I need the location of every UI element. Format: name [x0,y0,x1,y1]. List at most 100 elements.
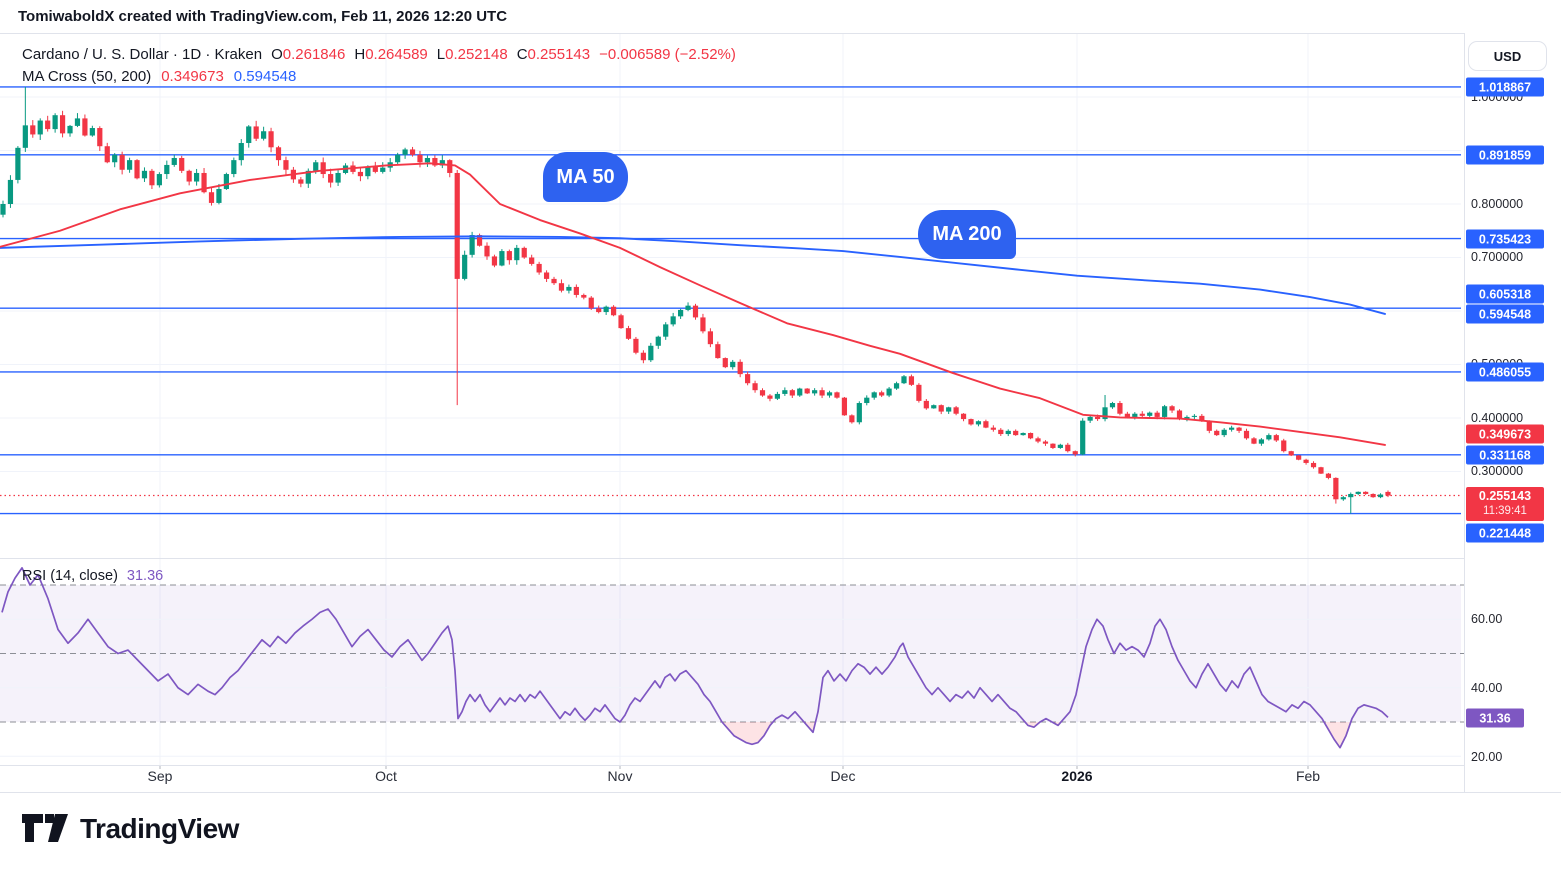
candle-body [715,344,721,359]
candle-body [1199,415,1205,422]
time-axis-label[interactable]: 2026 [1061,768,1093,784]
candle-body [752,383,758,391]
candle-body [625,328,632,339]
candle-body [1310,462,1317,468]
ma-annotation-pill[interactable]: MA 200 [918,210,1016,259]
candle-body [1102,407,1108,420]
candle-body [1050,443,1056,448]
candle-body [603,306,609,313]
candle-body [1214,430,1220,436]
candle-body [1087,416,1093,421]
axis-price-badge: 0.735423 [1466,229,1544,249]
candle-body [1124,413,1130,417]
candle-body [514,247,520,261]
candle-body [789,390,795,396]
candle-body [678,309,684,317]
candle-body [767,395,773,399]
candle-body [194,172,200,182]
ma50-line[interactable] [0,162,1386,446]
candle-body [462,254,468,279]
candle-body [1139,413,1145,416]
ma200-line[interactable] [0,235,1386,315]
candle-body [581,294,587,298]
candle-body [298,179,304,184]
axis-price-badge: 0.221448 [1466,523,1544,543]
candle-body [707,331,713,345]
axis-price-badge: 0.349673 [1466,424,1544,444]
candle-body [1020,432,1026,436]
candle-body [1154,412,1160,417]
time-axis-label[interactable]: Sep [147,768,173,784]
candle-body [112,154,118,163]
candle-body [1176,410,1183,420]
candle-body [864,397,870,404]
axis-price-badge: 1.018867 [1466,77,1544,97]
axis-price-label: 40.00 [1471,681,1503,695]
ohlc-value: 0.264589 [365,46,428,63]
tradingview-logo-icon [22,814,68,842]
candle-body [841,397,848,416]
candle-body [30,125,36,135]
candle-body [759,390,766,396]
symbol-title[interactable]: Cardano / U. S. Dollar · 1D · Kraken [22,46,263,63]
candle-body [1273,435,1279,441]
candle-body [782,390,788,394]
candle-body [320,162,326,175]
candle-body [938,405,944,412]
rsi-oversold-fill [1324,722,1351,748]
candle-body [305,170,311,184]
ma-annotation-pill[interactable]: MA 50 [543,152,628,202]
candle-body [1363,491,1369,494]
candle-body [261,131,267,139]
rsi-line[interactable] [1,567,1389,749]
candle-body [1258,439,1265,444]
candle-body [216,189,222,203]
candle-body [871,392,877,398]
ohlc-label: O [271,46,283,63]
candle-body [1355,491,1361,494]
candle-body [745,374,751,384]
candle-body [119,154,125,170]
candle-body [692,305,699,318]
candle-body [208,192,215,203]
ma50-value: 0.349673 [161,68,224,85]
candle-body [1117,403,1123,414]
candle-body [722,358,728,368]
candle-body [89,128,95,136]
pane-divider[interactable] [0,558,1561,559]
time-axis-label[interactable]: Dec [830,768,856,784]
candle-body [231,160,237,175]
axis-price-label: 0.300000 [1471,464,1524,478]
ma-cross-label[interactable]: MA Cross (50, 200) [22,68,152,85]
candle-body [1221,429,1227,436]
ohlc-label: L [436,46,446,63]
time-axis-divider [0,765,1561,766]
time-axis-label[interactable]: Nov [607,768,633,784]
tradingview-logo[interactable]: TradingView [22,813,239,845]
axis-price-badge: 0.605318 [1466,284,1544,304]
candle-body [171,157,177,165]
candle-body [975,421,982,425]
candle-body [879,392,885,396]
rsi-value: 31.36 [126,568,164,584]
candle-body [856,403,862,423]
candle-body [960,413,967,420]
currency-toggle-button[interactable]: USD [1468,41,1547,71]
time-axis-label[interactable]: Feb [1295,768,1321,784]
candle-body [402,149,408,155]
ohlc-value: 0.255143 [527,46,591,63]
candle-body [1377,494,1384,498]
candle-body [499,251,505,266]
rsi-label[interactable]: RSI (14, close) [22,568,118,584]
candle-body [1169,406,1175,411]
candle-body [1035,438,1041,442]
candle-body [417,154,423,163]
candle-body [74,118,81,126]
candle-body [380,167,386,172]
candle-body [1057,444,1063,448]
time-axis-label[interactable]: Oct [375,768,397,784]
axis-price-badge: 0.594548 [1466,304,1544,324]
axis-price-label: 20.00 [1471,750,1503,764]
candle-body [1303,459,1309,463]
